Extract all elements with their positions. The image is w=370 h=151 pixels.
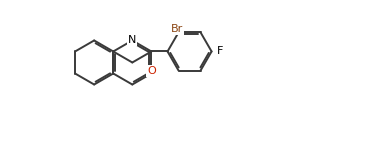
Text: F: F [217, 47, 223, 56]
Text: N: N [128, 35, 137, 45]
Text: Br: Br [171, 24, 183, 34]
Text: O: O [147, 66, 156, 76]
